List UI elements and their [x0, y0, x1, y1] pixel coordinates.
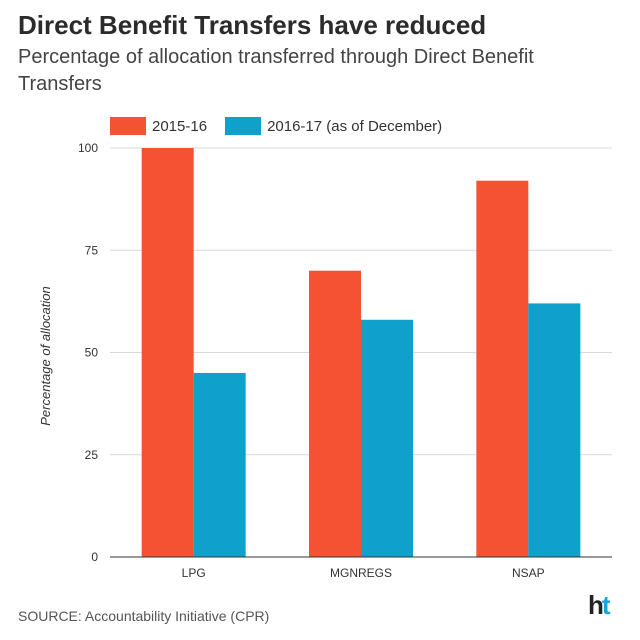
bar-mgnregs-series-0 — [309, 270, 361, 557]
y-tick-label: 75 — [85, 243, 99, 257]
y-tick-label: 25 — [85, 448, 99, 462]
x-tick-label-lpg: LPG — [182, 566, 206, 580]
legend-swatch-2016-17 — [225, 117, 262, 135]
x-tick-label-nsap: NSAP — [512, 566, 545, 580]
chart-title: Direct Benefit Transfers have reduced — [18, 10, 487, 40]
y-tick-label: 50 — [85, 346, 99, 360]
brand-logo-h: h — [588, 590, 604, 620]
y-tick-label: 100 — [78, 141, 98, 155]
source-note: SOURCE: Accountability Initiative (CPR) — [18, 608, 270, 624]
legend-item-2016-17: 2016-17 (as of December) — [225, 117, 442, 135]
brand-logo-t: t — [601, 590, 611, 620]
y-tick-label: 0 — [91, 550, 98, 564]
chart-subtitle: Percentage of allocation transferred thr… — [18, 46, 534, 95]
bar-lpg-series-1 — [193, 372, 246, 557]
legend-item-2015-16: 2015-16 — [110, 117, 207, 135]
bar-nsap-series-1 — [528, 303, 581, 557]
bar-nsap-series-0 — [476, 180, 529, 557]
brand-logo: ht — [588, 590, 611, 621]
x-tick-labels: LPG MGNREGS NSAP — [182, 566, 545, 580]
legend: 2015-16 2016-17 (as of December) — [110, 116, 460, 136]
x-tick-label-mgnregs: MGNREGS — [330, 566, 392, 580]
bars — [110, 148, 612, 558]
bar-mgnregs-series-1 — [361, 319, 413, 557]
legend-label-2015-16: 2015-16 — [152, 117, 208, 135]
y-tick-labels: 0 25 50 75 100 — [78, 141, 98, 564]
legend-label-2016-17: 2016-17 (as of December) — [267, 117, 443, 135]
legend-swatch-2015-16 — [110, 117, 146, 135]
bar-lpg-series-0 — [141, 148, 194, 557]
y-axis-title: Percentage of allocation — [38, 286, 53, 425]
